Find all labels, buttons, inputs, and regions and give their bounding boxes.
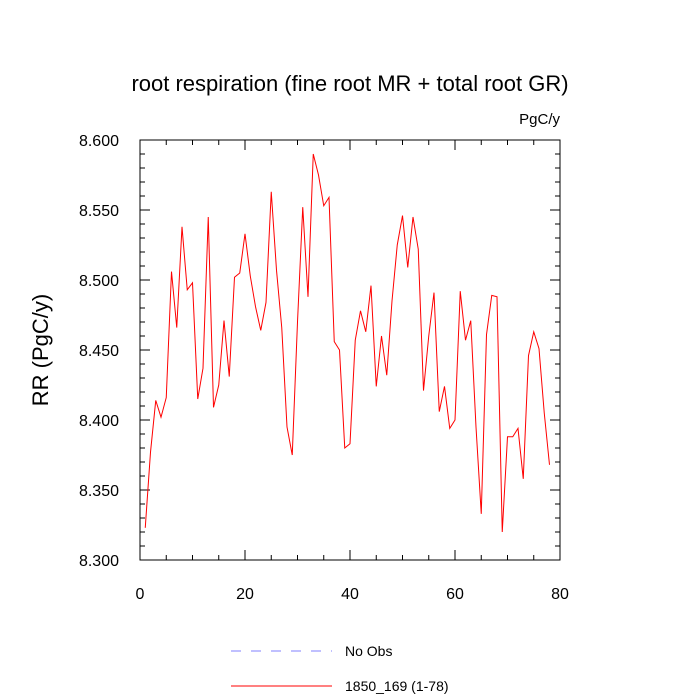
plot-frame <box>139 139 561 561</box>
y-tick-label: 8.450 <box>79 343 119 360</box>
units-label: PgC/y <box>519 111 560 128</box>
x-tick-label: 40 <box>341 586 359 603</box>
chart-title: root respiration (fine root MR + total r… <box>131 71 568 96</box>
legend-label-0: 1850_169 (1-78) <box>345 678 449 694</box>
x-tick-label: 80 <box>551 586 569 603</box>
y-tick-label: 8.400 <box>79 413 119 430</box>
series-line-0 <box>144 153 550 533</box>
y-tick-label: 8.600 <box>79 133 119 150</box>
legend-label-1: No Obs <box>345 643 392 659</box>
y-tick-label: 8.550 <box>79 203 119 220</box>
x-tick-label: 60 <box>446 586 464 603</box>
y-tick-label: 8.300 <box>79 553 119 570</box>
x-tick-label: 0 <box>136 586 145 603</box>
y-tick-label: 8.500 <box>79 273 119 290</box>
plot-area <box>144 153 550 533</box>
legend: No Obs 1850_169 (1-78) <box>231 643 449 694</box>
y-tick-label: 8.350 <box>79 483 119 500</box>
y-axis-title: RR (PgC/y) <box>28 294 53 406</box>
tick-labels: 0 20 40 60 80 8.300 8.350 8.400 8.450 8.500 8.550 8… <box>79 133 569 603</box>
x-tick-label: 20 <box>236 586 254 603</box>
axis-ticks <box>139 139 561 561</box>
